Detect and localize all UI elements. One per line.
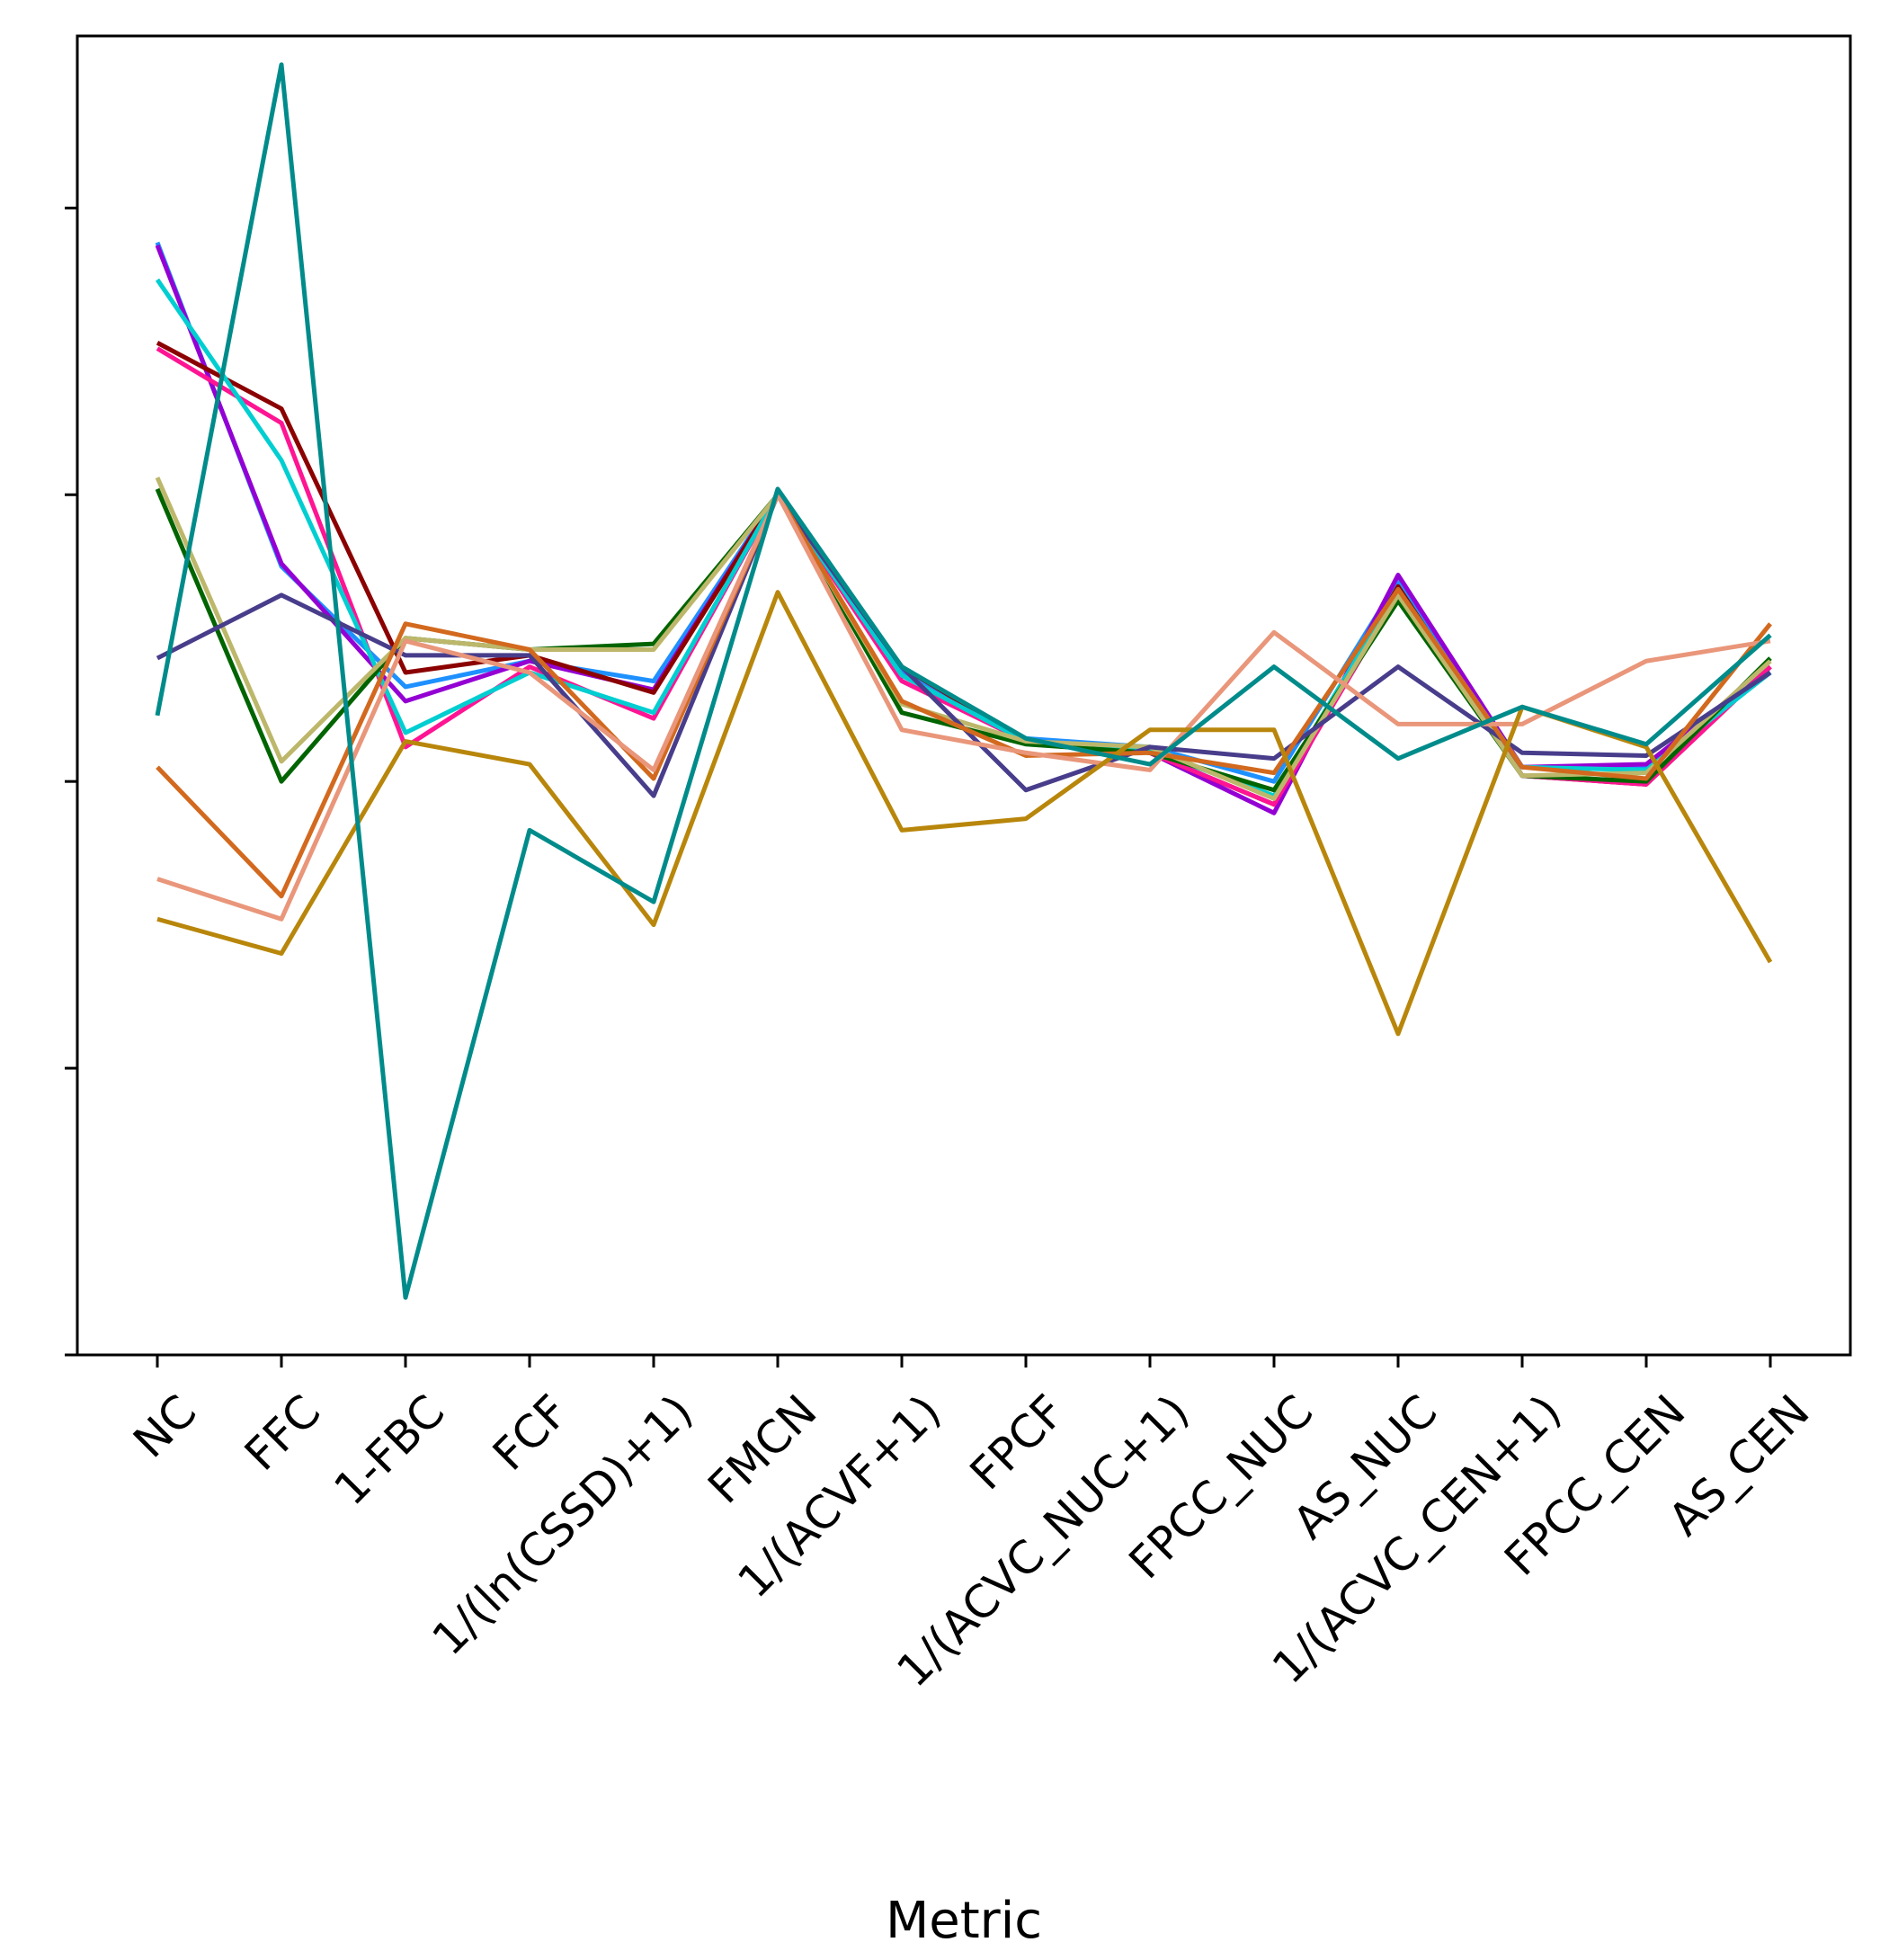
series-layer [155,62,1773,1300]
series-line-11 [156,590,1773,1037]
series-line-5 [155,278,1772,798]
x-axis-label: Metric [886,1892,1042,1950]
x-tick-label-14: AS_CEN [1659,1385,1820,1546]
x-tick-label-1: NC [123,1385,206,1467]
y-axis-ticks [65,206,77,1357]
x-tick-label-3: 1-FBC [325,1385,455,1515]
series-line-12 [155,62,1772,1300]
x-tick-label-4: FCF [483,1385,578,1480]
x-tick-label-8: FPCF [960,1385,1075,1500]
series-line-7 [155,477,1772,801]
series-line-9 [156,492,1772,899]
series-line-10 [156,492,1771,922]
x-tick-label-2: FFC [235,1385,330,1480]
series-line-4 [156,346,1772,807]
plot-frame [76,34,1852,1357]
